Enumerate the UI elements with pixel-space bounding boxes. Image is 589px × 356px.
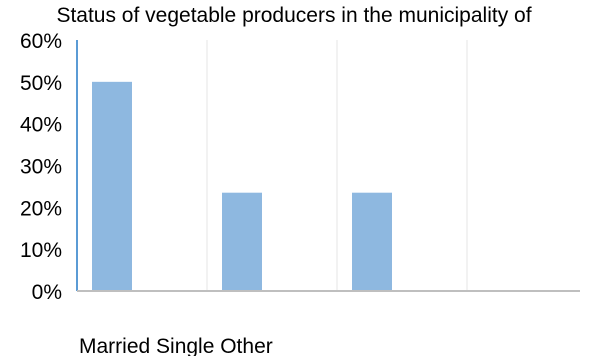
gridlines — [206, 40, 468, 291]
y-tick-label: 20% — [20, 197, 62, 220]
y-tick-label: 0% — [32, 281, 62, 304]
chart-title: Status of vegetable producers in the mun… — [56, 4, 531, 27]
bar-married — [92, 81, 132, 291]
bar-single — [222, 192, 262, 291]
y-tick-label: 40% — [20, 114, 62, 137]
y-tick-label: 50% — [20, 72, 62, 95]
bar-other — [352, 192, 392, 291]
axes — [76, 40, 580, 292]
y-tick-label: 30% — [20, 156, 62, 179]
y-tick-label: 60% — [20, 30, 62, 53]
y-tick-label: 10% — [20, 239, 62, 262]
x-category-labels: Married Single Other — [79, 335, 273, 356]
bars — [92, 81, 392, 291]
y-tick-labels: 0% 10% 20% 30% 40% 50% 60% — [20, 30, 62, 304]
